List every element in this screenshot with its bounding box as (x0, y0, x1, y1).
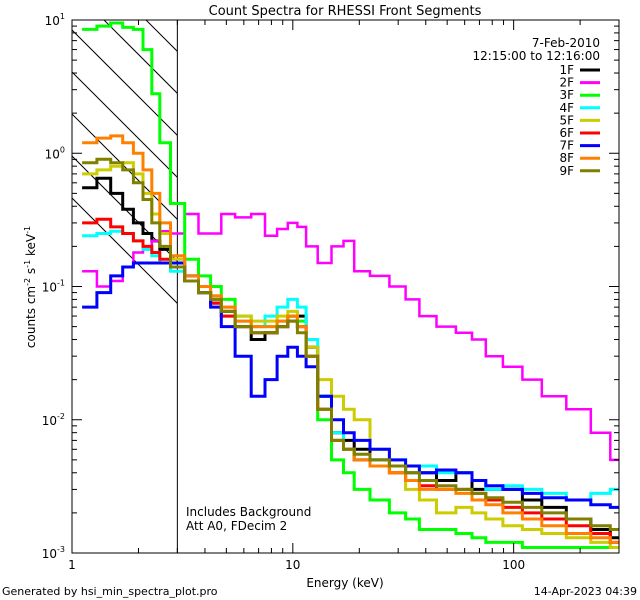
y-tick-label: 10-2 (42, 412, 65, 428)
chart-title: Count Spectra for RHESSI Front Segments (209, 4, 482, 19)
y-tick-base: 10 (42, 281, 57, 295)
x-tick-label: 1 (68, 558, 76, 572)
y-axis-label-exp3: -1 (23, 226, 32, 234)
footer-generated-by: Generated by hsi_min_spectra_plot.pro (2, 585, 218, 598)
y-tick-label: 10-1 (42, 279, 65, 295)
y-axis-label-exp1: -2 (23, 278, 32, 286)
y-axis-label-mid1: s (24, 268, 38, 278)
legend-label-9f: 9F (559, 164, 574, 178)
series-line-9f (82, 157, 619, 531)
y-tick-label: 101 (45, 12, 65, 28)
hatch-line (145, 20, 178, 52)
y-tick-exponent: -1 (57, 279, 65, 288)
legend-label-6f: 6F (559, 126, 574, 140)
annotation-background: Includes Background (186, 505, 311, 519)
y-tick-exponent: 1 (60, 12, 65, 21)
x-tick-label: 10 (285, 558, 300, 572)
observation-date: 7-Feb-2010 (532, 36, 600, 50)
y-tick-label: 100 (45, 145, 65, 161)
y-tick-base: 10 (42, 547, 57, 561)
observation-time-range: 12:15:00 to 12:16:00 (473, 49, 600, 63)
x-axis-label: Energy (keV) (306, 576, 383, 590)
hatch-line (72, 29, 178, 136)
legend-label-8f: 8F (559, 151, 574, 165)
x-axis-ticks: 1 10 100 (68, 20, 620, 572)
y-tick-base: 10 (42, 414, 57, 428)
y-tick-exponent: 0 (60, 145, 65, 154)
legend-label-1f: 1F (559, 63, 574, 77)
legend-label-7f: 7F (559, 139, 574, 153)
hatch-line (72, 197, 178, 304)
footer-timestamp: 14-Apr-2023 04:39 (534, 585, 637, 598)
y-tick-exponent: -3 (57, 545, 65, 554)
annotation-attenuator: Att A0, FDecim 2 (186, 519, 287, 533)
y-axis-label-base: counts cm (24, 286, 38, 348)
y-tick-base: 10 (45, 14, 60, 28)
legend-label-2f: 2F (559, 76, 574, 90)
legend-label-5f: 5F (559, 113, 574, 127)
hatch-line (103, 20, 178, 94)
series-line-2f (82, 212, 619, 462)
series-line-7f (82, 261, 619, 509)
y-tick-exponent: -2 (57, 412, 65, 421)
y-axis-label-exp2: -1 (23, 260, 32, 268)
hatch-line (72, 113, 178, 220)
legend-label-4f: 4F (559, 101, 574, 115)
y-tick-base: 10 (45, 147, 60, 161)
y-axis-label-mid2: keV (24, 233, 38, 260)
hatch-line (72, 0, 177, 9)
x-tick-label: 100 (502, 558, 525, 572)
legend-label-3f: 3F (559, 88, 574, 102)
hatch-line (72, 71, 178, 178)
y-tick-label: 10-3 (42, 545, 65, 561)
series-line-3f (82, 21, 619, 549)
y-axis-label: counts cm-2 s-1 keV-1 (23, 226, 38, 348)
series-lines (82, 21, 619, 549)
